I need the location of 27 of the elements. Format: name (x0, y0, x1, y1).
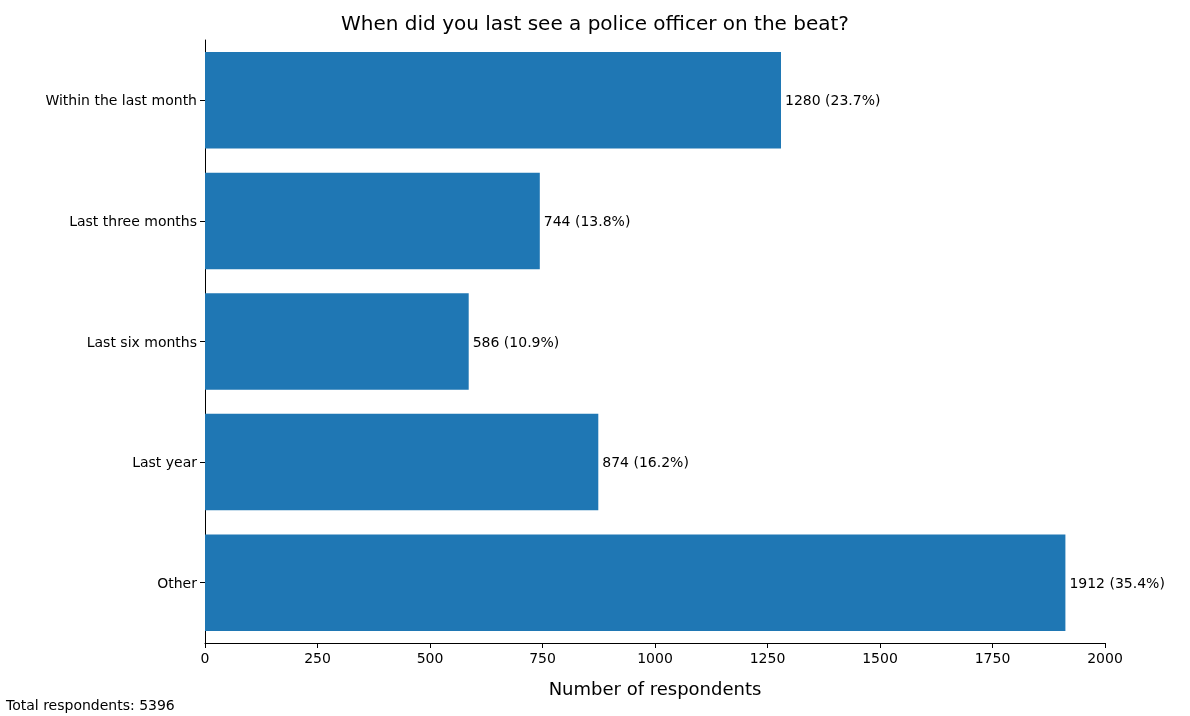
x-tick-label: 0 (200, 650, 210, 666)
y-tick-label: Within the last month (45, 92, 197, 109)
y-tick-label: Last three months (69, 212, 197, 229)
bar (205, 172, 540, 270)
bar (205, 413, 599, 511)
data-label: 1280 (23.7%) (785, 92, 881, 109)
y-tick-label: Other (157, 574, 198, 591)
y-tick-label: Last six months (86, 333, 197, 350)
x-tick-label: 1750 (974, 650, 1011, 666)
x-tick-label: 2000 (1087, 650, 1123, 666)
x-tick-label: 1000 (637, 650, 673, 666)
bar (205, 534, 1066, 631)
x-axis-title: Number of respondents (548, 677, 762, 699)
bar (205, 293, 469, 390)
text: Total respondents: 5396 (5, 697, 175, 713)
x-tick-label: 750 (529, 650, 556, 666)
data-label: 586 (10.9%) (472, 333, 560, 350)
x-tick-label: 500 (416, 650, 444, 666)
chart-title: When did you last see a police officer on the beat? (341, 11, 849, 35)
x-tick-label: 1500 (862, 650, 898, 666)
data-label: 744 (13.8%) (543, 212, 631, 229)
bar (205, 52, 781, 149)
data-label: 874 (16.2%) (602, 454, 689, 471)
x-tick-label: 1250 (749, 650, 786, 666)
data-label: 1912 (35.4%) (1069, 574, 1165, 591)
y-tick-label: Last year (132, 454, 198, 471)
x-tick-label: 250 (304, 650, 331, 666)
